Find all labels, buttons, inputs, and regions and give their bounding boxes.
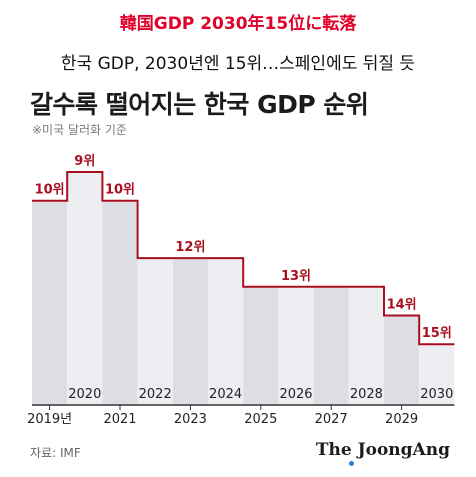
x-tick-label: 2027 <box>315 412 348 427</box>
rank-label: 15위 <box>422 326 452 341</box>
x-tick-label: 2026 <box>279 387 312 402</box>
rank-column <box>67 172 103 405</box>
rank-column <box>137 258 173 405</box>
rank-label: 12위 <box>175 240 205 255</box>
x-tick-label: 2022 <box>139 387 172 402</box>
chart-title: 갈수록 떨어지는 한국 GDP 순위 <box>30 90 369 119</box>
rank-column <box>208 258 244 405</box>
x-tick-label: 2019년 <box>27 412 72 427</box>
rank-column <box>32 200 68 405</box>
overlay-title: 韓国GDP 2030年15位に転落 <box>119 14 357 34</box>
source-label: 자료: IMF <box>30 446 81 460</box>
rank-label: 14위 <box>387 298 417 313</box>
rank-label: 13위 <box>281 269 311 284</box>
rank-column <box>243 286 279 405</box>
x-tick-label: 2023 <box>174 412 207 427</box>
rank-column <box>384 315 420 405</box>
brand-logo: The JoongAng <box>315 440 450 460</box>
x-tick-label: 2029 <box>385 412 418 427</box>
rank-column <box>419 344 455 405</box>
rank-column <box>278 286 314 405</box>
rank-label: 10위 <box>35 183 65 198</box>
x-tick-label: 2030 <box>420 387 453 402</box>
x-tick-label: 2025 <box>244 412 277 427</box>
rank-column <box>348 286 384 405</box>
rank-label: 9위 <box>74 154 95 169</box>
chart-note: ※미국 달러화 기준 <box>32 123 127 137</box>
x-tick-label: 2020 <box>68 387 101 402</box>
rank-column <box>313 286 349 405</box>
rank-step-line <box>32 171 455 346</box>
rank-column <box>172 258 208 405</box>
x-tick-label: 2024 <box>209 387 242 402</box>
x-tick-label: 2021 <box>103 412 136 427</box>
headline: 한국 GDP, 2030년엔 15위…스페인에도 뒤질 듯 <box>60 54 416 74</box>
x-tick-label: 2028 <box>350 387 383 402</box>
rank-column <box>102 200 138 405</box>
rank-label: 10위 <box>105 183 135 198</box>
brand-dot-icon <box>349 461 354 466</box>
